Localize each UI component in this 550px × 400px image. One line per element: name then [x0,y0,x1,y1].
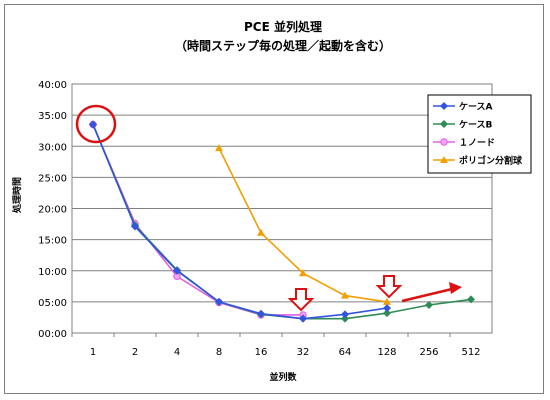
x-tick-label: 16 [255,347,268,358]
y-tick-label: 30:00 [38,142,67,153]
legend-label: ポリゴン分割球 [459,155,523,167]
x-tick-label: 4 [174,347,180,358]
legend-label: １ノード [459,138,495,149]
data-point [215,297,223,306]
chart-subtitle: （時間ステップ毎の処理／起動を含む） [175,38,391,53]
series-line [92,124,388,320]
data-point [425,300,433,309]
data-point [299,269,307,277]
series-1 [89,120,391,323]
data-point [257,309,265,318]
data-point [257,228,265,236]
y-tick-label: 00:00 [38,329,67,340]
data-point [131,222,139,231]
y-tick-label: 40:00 [38,80,67,91]
data-point [383,304,391,313]
y-axis-ticks: 00:00 05:00 10:00 15:00 20:00 25:00 30:00 35:00… [38,80,67,340]
annotations [75,104,462,312]
chart-title: PCE 並列処理 [244,19,322,34]
x-tick-label: 64 [339,347,352,358]
x-tick-label: 2 [132,347,138,358]
x-tick-label: 256 [419,347,438,358]
y-tick-label: 35:00 [38,111,67,122]
series-4 [215,144,391,305]
legend-label: ケースA [459,102,493,113]
y-tick-label: 20:00 [38,205,67,216]
x-tick-label: 128 [377,347,396,358]
x-tick-label: 512 [461,347,480,358]
data-point [383,297,391,305]
data-point [299,314,307,323]
right-arrow-line [401,287,453,303]
legend-marker [440,120,448,128]
down-arrow-128 [375,275,403,299]
y-tick-label: 15:00 [38,236,67,247]
right-arrow-head [449,282,462,294]
x-tick-label: 32 [297,347,310,358]
y-tick-label: 10:00 [38,267,67,278]
y-tick-label: 05:00 [38,298,67,309]
data-point [341,314,349,323]
data-point [89,120,97,129]
data-point [215,144,223,152]
grid-lines [72,83,492,334]
y-tick-label: 25:00 [38,173,67,184]
data-point [341,310,349,319]
x-tick-label: 1 [90,347,96,358]
x-axis-ticks: 1 2 4 8 16 32 64 128 256 512 [71,333,481,358]
series-group [89,120,475,323]
data-point [341,291,349,299]
down-arrow-32 [287,288,315,312]
x-axis-label: 並列数 [269,371,297,383]
data-point [383,309,391,318]
legend-marker [440,138,448,146]
highlight-circle [75,104,117,144]
legend-marker [440,156,448,163]
x-tick-label: 8 [216,347,222,358]
data-point [467,295,475,304]
legend-marker [440,102,448,110]
y-axis-label: 処理時間 [11,177,23,214]
legend-label: ケースB [459,120,493,131]
data-point [173,266,181,275]
